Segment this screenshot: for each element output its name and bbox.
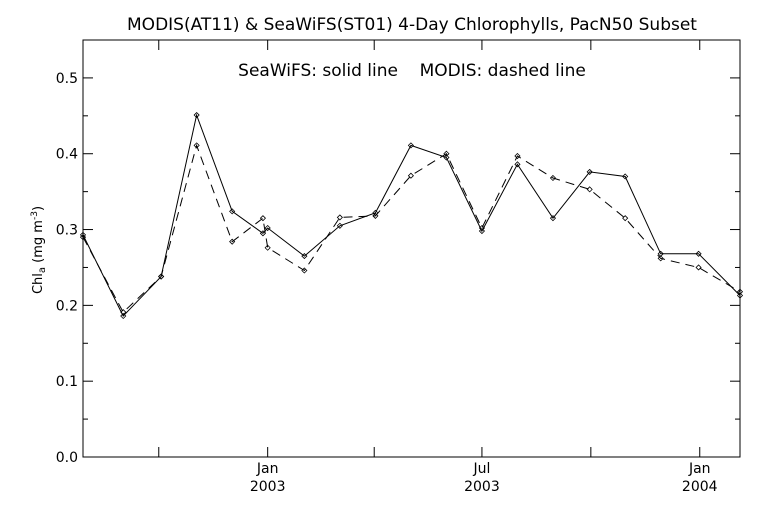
y-tick-label: 0.0	[56, 450, 78, 466]
x-tick-label-month: Jan	[688, 461, 711, 477]
series-line-seawifs	[82, 113, 741, 317]
y-axis-label: Chla (mg m-3)	[30, 206, 48, 294]
x-tick-label-year: 2004	[682, 479, 718, 495]
x-tick-label-year: 2003	[250, 479, 286, 495]
x-tick-label-month: Jan	[256, 461, 279, 477]
data-point-seawifs	[193, 111, 200, 119]
data-point-modis	[657, 255, 664, 262]
x-tick-label-year: 2003	[464, 479, 500, 495]
y-tick-label: 0.5	[56, 71, 78, 87]
data-point-modis	[514, 152, 521, 160]
data-point-seawifs	[549, 215, 557, 222]
data-point-seawifs	[586, 168, 593, 175]
series-layer	[79, 111, 744, 320]
data-point-seawifs	[407, 142, 414, 149]
y-tick-label: 0.3	[56, 223, 78, 239]
data-point-modis	[79, 234, 87, 241]
series-line-modis	[82, 143, 741, 314]
x-tick-label-month: Jul	[472, 461, 490, 477]
data-point-modis	[478, 224, 486, 232]
data-point-modis	[193, 142, 200, 149]
data-point-modis	[301, 267, 308, 274]
data-point-modis	[372, 212, 379, 219]
data-point-modis	[259, 215, 267, 222]
data-point-seawifs	[514, 161, 521, 168]
data-point-seawifs	[443, 154, 450, 161]
data-point-seawifs	[264, 224, 271, 232]
y-tick-label: 0.1	[56, 374, 78, 390]
data-point-modis	[120, 309, 127, 316]
data-point-modis	[229, 238, 236, 245]
data-point-modis	[336, 214, 343, 221]
y-tick-label: 0.2	[56, 298, 78, 314]
data-point-seawifs	[736, 292, 744, 299]
data-point-seawifs	[301, 253, 308, 260]
axes: 0.0 0.1 0.2 0.3 0.4 0.5 Jan 2003 Jul 2003 Jan 2004	[56, 39, 740, 495]
data-point-modis	[407, 172, 414, 179]
chart-title: MODIS(AT11) & SeaWiFS(ST01) 4-Day Chloro…	[127, 15, 697, 35]
data-point-seawifs	[336, 222, 343, 229]
data-point-seawifs	[229, 208, 236, 215]
data-point-seawifs	[259, 230, 267, 237]
data-point-seawifs	[622, 173, 629, 180]
legend-annotation: SeaWiFS: solid line MODIS: dashed line	[238, 61, 586, 81]
data-point-seawifs	[120, 312, 127, 320]
data-point-modis	[158, 273, 165, 280]
data-point-seawifs	[478, 227, 486, 235]
data-point-modis	[736, 288, 744, 295]
data-point-modis	[549, 174, 557, 182]
data-point-seawifs	[695, 250, 702, 257]
data-point-modis	[443, 150, 450, 157]
plot-frame	[82, 39, 741, 458]
data-point-modis	[586, 186, 593, 193]
data-point-modis	[264, 244, 271, 251]
data-point-modis	[695, 264, 702, 271]
data-point-modis	[622, 215, 629, 222]
y-tick-label: 0.4	[56, 147, 78, 163]
